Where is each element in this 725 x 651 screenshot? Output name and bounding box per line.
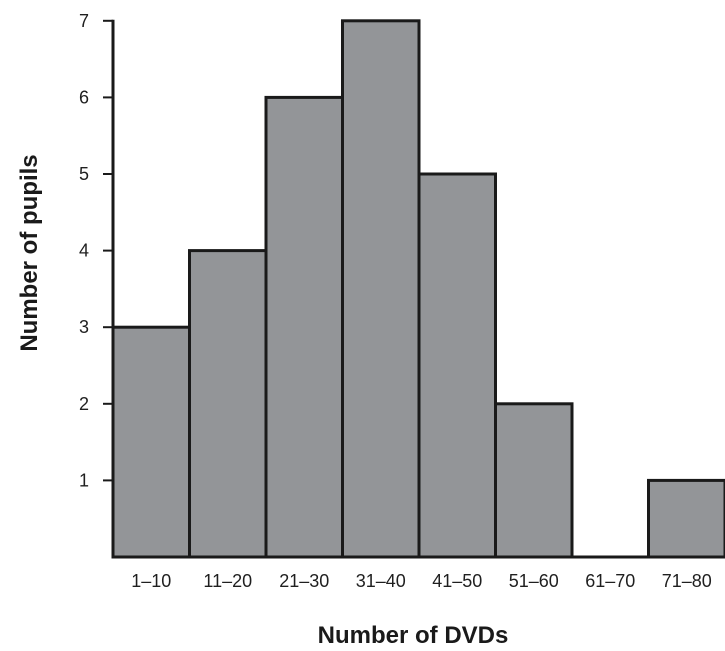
bar-5 <box>417 172 497 559</box>
x-tick-label: 71–80 <box>662 571 712 591</box>
x-tick-label: 41–50 <box>432 571 482 591</box>
x-axis-title: Number of DVDs <box>318 622 509 649</box>
x-tick-label: 61–70 <box>585 571 635 591</box>
x-tick-label: 1–10 <box>131 571 171 591</box>
x-tick-labels: 1–10 11–20 21–30 31–40 41–50 51–60 61–70 71–80 <box>131 571 712 591</box>
y-tick-label: 7 <box>79 11 89 31</box>
bars-layer <box>111 19 725 559</box>
y-ticks: 1 2 3 4 5 6 7 <box>79 11 113 490</box>
bar-6 <box>494 402 574 559</box>
y-axis-title: Number of pupils <box>16 154 43 351</box>
bar-4 <box>341 19 421 559</box>
y-tick-label: 6 <box>79 87 89 107</box>
y-tick-label: 4 <box>79 241 89 261</box>
x-tick-label: 51–60 <box>509 571 559 591</box>
x-tick-label: 11–20 <box>203 571 252 591</box>
bar-1 <box>111 325 191 559</box>
bar-8 <box>647 478 725 559</box>
x-tick-label: 31–40 <box>356 571 406 591</box>
y-tick-label: 5 <box>79 164 89 184</box>
bar-2 <box>188 249 268 559</box>
y-tick-label: 3 <box>79 317 89 337</box>
x-tick-label: 21–30 <box>279 571 329 591</box>
axes-layer <box>111 19 725 559</box>
y-tick-label: 1 <box>79 470 89 490</box>
bar-3 <box>264 95 344 559</box>
y-tick-label: 2 <box>79 394 89 414</box>
